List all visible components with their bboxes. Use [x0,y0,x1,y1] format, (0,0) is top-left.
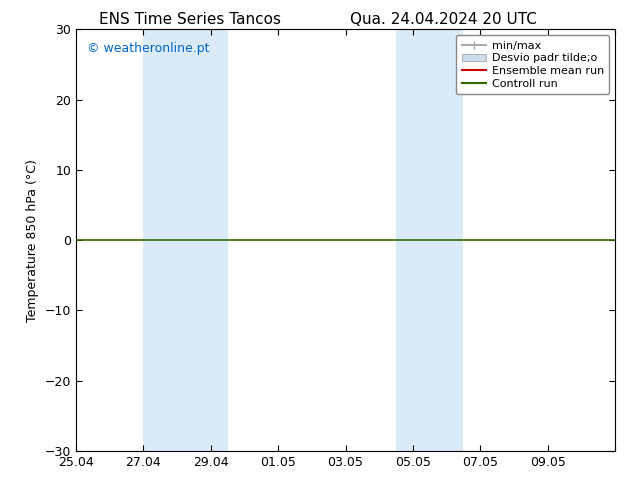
Bar [143,29,228,451]
Legend: min/max, Desvio padr tilde;o, Ensemble mean run, Controll run: min/max, Desvio padr tilde;o, Ensemble m… [456,35,609,95]
Y-axis label: Temperature 850 hPa (°C): Temperature 850 hPa (°C) [26,159,39,321]
Text: ENS Time Series Tancos: ENS Time Series Tancos [99,12,281,27]
Text: Qua. 24.04.2024 20 UTC: Qua. 24.04.2024 20 UTC [351,12,537,27]
Bar [396,29,463,451]
Text: © weatheronline.pt: © weatheronline.pt [87,42,209,55]
